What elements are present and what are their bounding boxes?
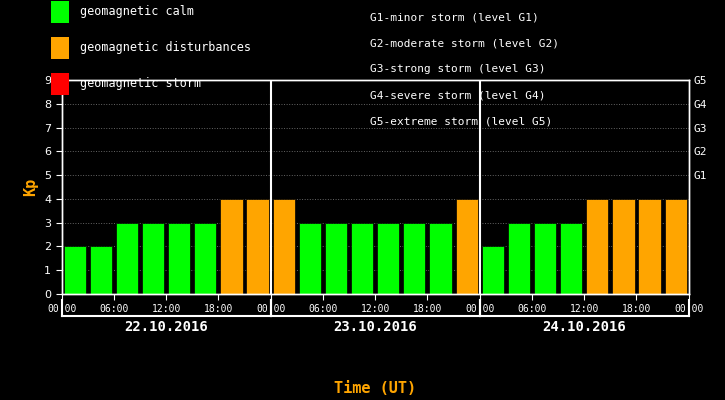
Text: G5-extreme storm (level G5): G5-extreme storm (level G5) <box>370 116 552 126</box>
Bar <box>639 199 660 294</box>
Bar <box>142 223 164 294</box>
Bar <box>194 223 217 294</box>
Bar <box>560 223 582 294</box>
Text: Time (UT): Time (UT) <box>334 381 416 396</box>
Bar <box>429 223 452 294</box>
Bar <box>325 223 347 294</box>
Text: 24.10.2016: 24.10.2016 <box>542 320 626 334</box>
Bar <box>64 246 86 294</box>
Bar <box>220 199 243 294</box>
Text: 23.10.2016: 23.10.2016 <box>334 320 417 334</box>
Bar <box>247 199 269 294</box>
Bar <box>299 223 321 294</box>
Text: geomagnetic storm: geomagnetic storm <box>80 78 201 90</box>
Bar <box>507 223 530 294</box>
Text: G2-moderate storm (level G2): G2-moderate storm (level G2) <box>370 38 559 48</box>
Bar <box>455 199 478 294</box>
Bar <box>534 223 556 294</box>
Text: 22.10.2016: 22.10.2016 <box>124 320 208 334</box>
Text: G1-minor storm (level G1): G1-minor storm (level G1) <box>370 12 539 22</box>
Bar <box>90 246 112 294</box>
Bar <box>613 199 634 294</box>
Bar <box>116 223 138 294</box>
Bar <box>403 223 426 294</box>
Bar <box>587 199 608 294</box>
Text: G4-severe storm (level G4): G4-severe storm (level G4) <box>370 90 545 100</box>
Bar <box>481 246 504 294</box>
Text: geomagnetic calm: geomagnetic calm <box>80 6 194 18</box>
Text: geomagnetic disturbances: geomagnetic disturbances <box>80 42 251 54</box>
Bar <box>665 199 687 294</box>
Bar <box>377 223 399 294</box>
Bar <box>273 199 295 294</box>
Bar <box>351 223 373 294</box>
Y-axis label: Kp: Kp <box>23 178 38 196</box>
Bar <box>168 223 191 294</box>
Text: G3-strong storm (level G3): G3-strong storm (level G3) <box>370 64 545 74</box>
